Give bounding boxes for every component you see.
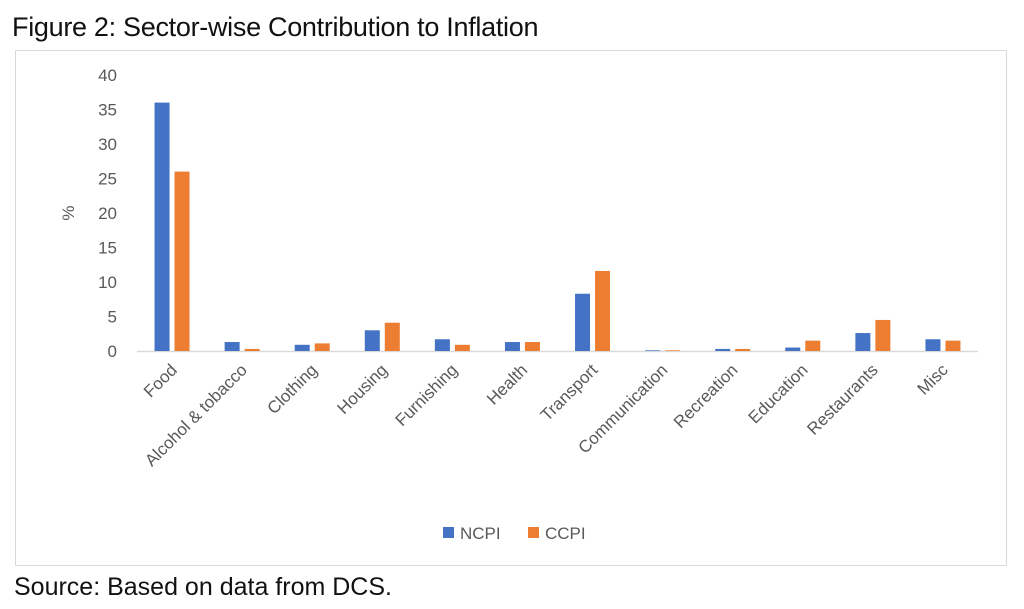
bar-ccpi: [454, 344, 470, 351]
bar-ccpi: [314, 343, 330, 351]
bar-ncpi: [504, 342, 520, 351]
y-tick-label: 25: [98, 170, 117, 189]
bar-ccpi: [174, 171, 190, 351]
x-tick-label: Transport: [537, 360, 602, 425]
bar-ncpi: [294, 344, 310, 351]
y-tick-label: 15: [98, 239, 117, 258]
bar-ncpi: [224, 342, 240, 351]
bar-ncpi: [645, 350, 661, 351]
y-tick-label: 30: [98, 135, 117, 154]
x-tick-label: Restaurants: [803, 360, 881, 438]
y-tick-label: 40: [98, 66, 117, 85]
legend-swatch-ccpi: [528, 527, 539, 538]
bar-ncpi: [925, 339, 941, 351]
bar-ccpi: [595, 270, 611, 351]
source-note: Source: Based on data from DCS.: [14, 573, 392, 601]
bar-ccpi: [244, 348, 260, 351]
legend: NCPI CCPI: [443, 524, 586, 543]
figure-title: Figure 2: Sector-wise Contribution to In…: [12, 12, 539, 42]
bar-ccpi: [665, 350, 681, 351]
bar-ccpi: [524, 342, 540, 351]
legend-swatch-ncpi: [443, 527, 454, 538]
x-tick-label: Recreation: [670, 360, 742, 432]
bar-ccpi: [735, 348, 751, 351]
bar-ncpi: [434, 339, 450, 351]
bar-ncpi: [715, 348, 731, 351]
legend-label: CCPI: [545, 524, 586, 543]
bar-ncpi: [785, 347, 801, 351]
bar-ncpi: [154, 102, 170, 351]
x-tick-label: Health: [483, 360, 531, 408]
bar-ncpi: [364, 330, 380, 351]
y-axis-ticks: 0 5 10 15 20 25 30 35 40: [98, 66, 117, 361]
y-axis-label: %: [59, 205, 78, 220]
bar-ccpi: [384, 322, 400, 351]
y-tick-label: 0: [108, 342, 117, 361]
y-tick-label: 20: [98, 204, 117, 223]
bar-ccpi: [875, 319, 891, 351]
bar-ccpi: [945, 340, 961, 351]
legend-label: NCPI: [460, 524, 501, 543]
bars: [154, 102, 961, 351]
bar-ncpi: [575, 293, 591, 351]
x-tick-label: Clothing: [263, 360, 321, 418]
bar-ccpi: [805, 340, 821, 351]
x-tick-label: Furnishing: [392, 360, 462, 430]
y-tick-label: 35: [98, 101, 117, 120]
bar-ncpi: [855, 333, 871, 351]
x-tick-label: Food: [140, 360, 181, 401]
x-tick-label: Education: [745, 360, 812, 427]
x-tick-label: Housing: [334, 360, 392, 418]
y-tick-label: 10: [98, 273, 117, 292]
y-tick-label: 5: [108, 308, 117, 327]
x-tick-label: Misc: [914, 360, 952, 398]
